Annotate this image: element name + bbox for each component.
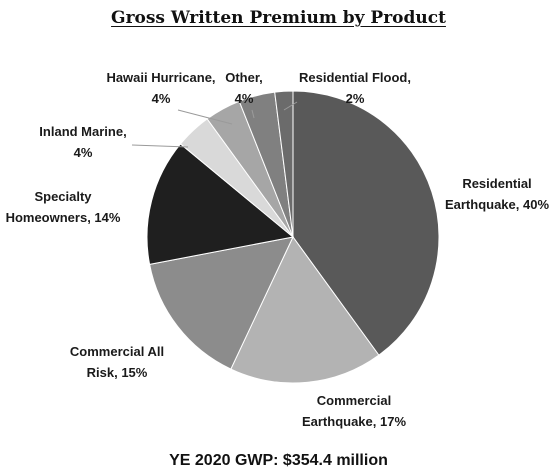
leader-line-hawaii-hurricane xyxy=(177,109,233,125)
chart-footer: YE 2020 GWP: $354.4 million xyxy=(169,452,388,469)
slice-label-residential-earthquake: Residential Earthquake, 40% xyxy=(445,176,549,212)
pie-slice-commercial-all-risk xyxy=(149,236,294,370)
slice-label-hawaii-hurricane: Hawaii Hurricane, 4% xyxy=(106,70,215,106)
slice-label-specialty-homeowners: Specialty Homeowners, 14% xyxy=(6,189,121,225)
pie-slice-specialty-homeowners xyxy=(146,143,295,265)
leader-line-inland-marine xyxy=(131,144,189,148)
slice-label-inland-marine: Inland Marine, 4% xyxy=(39,124,126,160)
pie-slice-residential-flood xyxy=(274,90,294,238)
leader-line-residential-flood xyxy=(283,101,298,111)
leader-line-other xyxy=(251,109,255,119)
pie-slice-residential-earthquake xyxy=(292,90,440,356)
pie-slice-commercial-earthquake xyxy=(230,236,380,384)
chart-title: Gross Written Premium by Product xyxy=(111,8,446,28)
slice-label-commercial-earthquake: Commercial Earthquake, 17% xyxy=(302,393,406,429)
slice-label-commercial-all-risk: Commercial All Risk, 15% xyxy=(70,344,164,380)
slice-label-residential-flood: Residential Flood, 2% xyxy=(299,70,411,106)
slice-label-other: Other, 4% xyxy=(225,70,263,106)
